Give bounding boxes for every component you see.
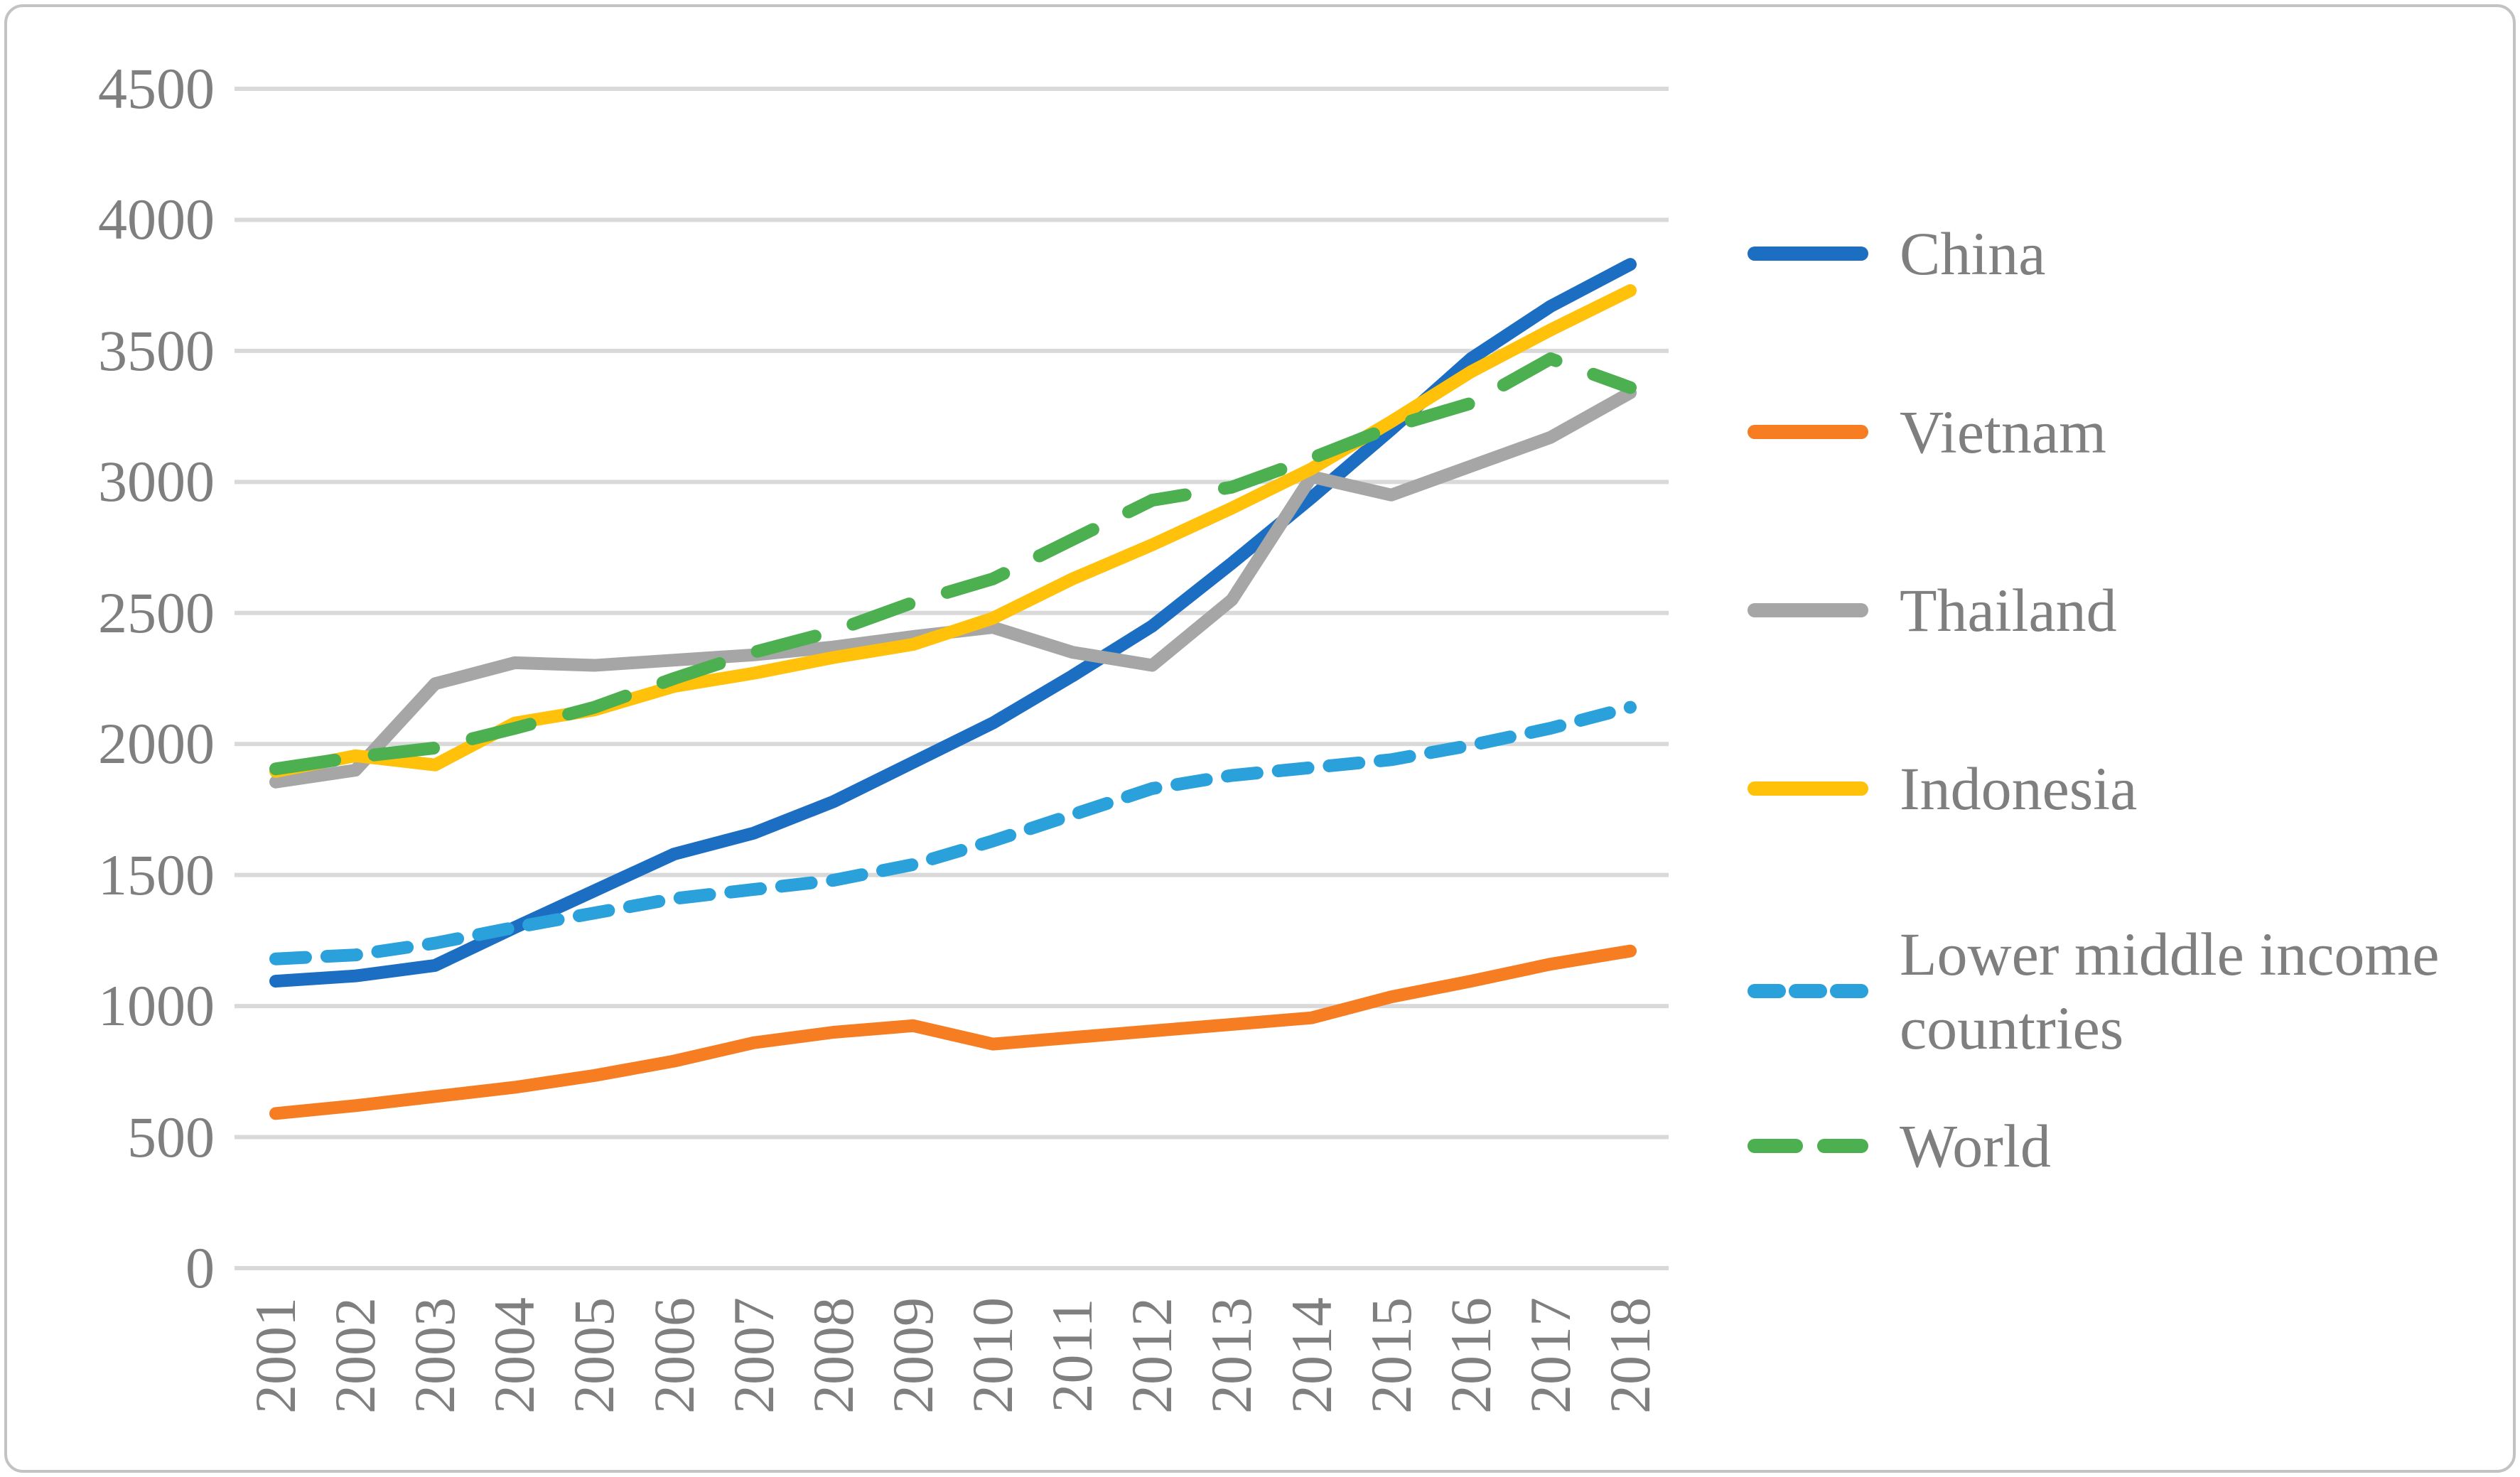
y-tick-label: 2000 — [98, 711, 215, 777]
y-tick-label: 3000 — [98, 449, 215, 514]
y-tick-label: 4500 — [98, 56, 215, 121]
x-tick-label: 2017 — [1517, 1297, 1583, 1414]
x-tick-label: 2005 — [561, 1297, 627, 1414]
x-tick-label: 2007 — [721, 1297, 786, 1414]
x-tick-label: 2003 — [402, 1297, 468, 1414]
legend-item-china: China — [1748, 217, 2520, 291]
legend-label: Vietnam — [1900, 398, 2106, 466]
x-tick-label: 2013 — [1199, 1297, 1264, 1414]
x-tick-label: 2011 — [1040, 1298, 1105, 1413]
x-tick-label: 2006 — [641, 1297, 706, 1414]
x-tick-label: 2016 — [1438, 1297, 1503, 1414]
series-line-indonesia — [269, 284, 1637, 778]
legend-item-world: World — [1748, 1109, 2520, 1183]
x-tick-label: 2002 — [323, 1297, 388, 1414]
x-tick-label: 2009 — [880, 1297, 945, 1414]
x-tick-label: 2010 — [960, 1297, 1025, 1414]
legend-swatch-solid-icon — [1748, 425, 1868, 439]
legend-item-lower-middle-income-countries: Lower middle income countries — [1748, 917, 2520, 1065]
legend-label: World — [1900, 1112, 2051, 1180]
y-tick-label: 1500 — [98, 842, 215, 907]
x-tick-label: 2018 — [1598, 1297, 1662, 1414]
legend-item-vietnam: Vietnam — [1748, 395, 2520, 469]
legend-label: Thailand — [1900, 576, 2117, 644]
legend-swatch-solid-icon — [1748, 247, 1868, 261]
y-tick-label: 1000 — [98, 973, 215, 1039]
legend-swatch-solid-icon — [1748, 603, 1868, 617]
x-tick-label: 2004 — [482, 1297, 547, 1414]
legend-label: China — [1900, 220, 2046, 288]
legend-swatch-dashed-icon — [1748, 984, 1868, 998]
series-line-vietnam — [269, 944, 1637, 1120]
y-tick-label: 500 — [127, 1104, 215, 1169]
legend-item-thailand: Thailand — [1748, 573, 2520, 647]
x-tick-label: 2015 — [1358, 1297, 1423, 1414]
x-tick-label: 2008 — [800, 1297, 866, 1414]
y-tick-label: 2500 — [98, 580, 215, 645]
x-tick-label: 2014 — [1278, 1297, 1344, 1414]
series-line-lower-middle-income-countries — [269, 700, 1637, 965]
y-tick-label: 3500 — [98, 318, 215, 383]
legend-item-indonesia: Indonesia — [1748, 752, 2520, 826]
series-line-world — [269, 352, 1637, 776]
y-tick-label: 0 — [185, 1235, 215, 1300]
x-tick-label: 2001 — [243, 1297, 308, 1414]
y-tick-label: 4000 — [98, 187, 215, 252]
legend-label: Lower middle income countries — [1900, 920, 2440, 1062]
legend-label: Indonesia — [1900, 754, 2138, 823]
legend-swatch-solid-icon — [1748, 781, 1868, 796]
legend-swatch-dashed-icon — [1748, 1139, 1868, 1153]
x-tick-label: 2012 — [1119, 1297, 1185, 1414]
